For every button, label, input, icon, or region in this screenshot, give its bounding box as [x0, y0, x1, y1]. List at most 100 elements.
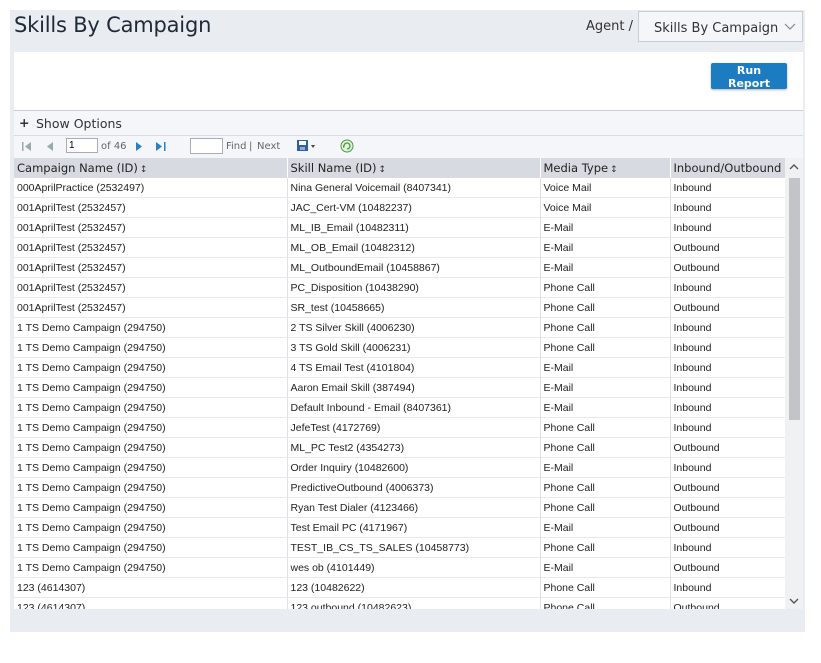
run-report-button[interactable]: Run Report [711, 63, 787, 90]
scroll-up-icon[interactable] [788, 161, 800, 173]
cell-media-type: E-Mail [540, 357, 671, 378]
column-header-skill[interactable]: Skill Name (ID) ↕ [287, 158, 541, 178]
show-options-toggle[interactable]: + Show Options [14, 111, 803, 136]
cell-media-type: E-Mail [540, 557, 671, 578]
cell-skill: 3 TS Gold Skill (4006231) [287, 337, 541, 358]
breadcrumb[interactable]: Agent / [586, 19, 633, 34]
cell-skill: Order Inquiry (10482600) [287, 457, 541, 478]
next-link[interactable]: Next [257, 141, 281, 152]
table-row[interactable]: 1 TS Demo Campaign (294750) PredictiveOut… [14, 477, 785, 498]
table-row[interactable]: 1 TS Demo Campaign (294750) 2 TS Silver S… [14, 317, 785, 338]
cell-campaign: 1 TS Demo Campaign (294750) [14, 477, 288, 498]
export-save-icon[interactable] [296, 139, 318, 153]
cell-skill: 2 TS Silver Skill (4006230) [287, 317, 541, 338]
column-header-media-type[interactable]: Media Type ↕ [540, 158, 671, 178]
cell-direction: Inbound [670, 457, 785, 478]
table-row[interactable]: 001AprilTest (2532457) SR_test (10458665)… [14, 297, 785, 318]
page-count: of 46 [101, 141, 127, 152]
cell-campaign: 001AprilTest (2532457) [14, 297, 288, 318]
cell-skill: TEST_IB_CS_TS_SALES (10458773) [287, 537, 541, 558]
cell-media-type: Phone Call [540, 577, 671, 598]
report-table-container: Campaign Name (ID) ↕ Skill Name (ID) ↕ Med… [14, 158, 785, 609]
cell-direction: Outbound [670, 557, 785, 578]
table-row[interactable]: 001AprilTest (2532457) ML_IB_Email (10482… [14, 217, 785, 238]
cell-skill: PC_Disposition (10438290) [287, 277, 541, 298]
table-row[interactable]: 1 TS Demo Campaign (294750) JefeTest (417… [14, 417, 785, 438]
cell-media-type: E-Mail [540, 397, 671, 418]
cell-campaign: 1 TS Demo Campaign (294750) [14, 377, 288, 398]
cell-direction: Inbound [670, 277, 785, 298]
table-row[interactable]: 1 TS Demo Campaign (294750) 4 TS Email Te… [14, 357, 785, 378]
report-toolbar: of 46 Find | Next [14, 136, 803, 158]
cell-skill: ML_PC Test2 (4354273) [287, 437, 541, 458]
cell-direction: Inbound [670, 217, 785, 238]
scroll-down-icon[interactable] [788, 595, 800, 607]
scrollbar-thumb[interactable] [789, 178, 800, 420]
find-link[interactable]: Find [226, 141, 247, 152]
table-row[interactable]: 1 TS Demo Campaign (294750) wes ob (41014… [14, 557, 785, 578]
cell-direction: Outbound [670, 597, 785, 609]
next-page-icon[interactable] [136, 142, 143, 151]
cell-media-type: Voice Mail [540, 197, 671, 218]
sort-icon: ↕ [783, 165, 785, 175]
refresh-icon[interactable] [340, 139, 354, 153]
cell-campaign: 1 TS Demo Campaign (294750) [14, 557, 288, 578]
table-row[interactable]: 001AprilTest (2532457) ML_OB_Email (10482… [14, 237, 785, 258]
cell-direction: Outbound [670, 437, 785, 458]
cell-campaign: 1 TS Demo Campaign (294750) [14, 397, 288, 418]
table-row[interactable]: 1 TS Demo Campaign (294750) Aaron Email S… [14, 377, 785, 398]
table-row[interactable]: 1 TS Demo Campaign (294750) 3 TS Gold Ski… [14, 337, 785, 358]
table-row[interactable]: 123 (4614307) 123 outbound (10482623) Phon… [14, 597, 785, 609]
table-row[interactable]: 1 TS Demo Campaign (294750) TEST_IB_CS_TS… [14, 537, 785, 558]
sort-icon: ↕ [378, 165, 387, 175]
cell-direction: Inbound [670, 178, 785, 198]
show-options-label: Show Options [36, 116, 122, 131]
cell-media-type: E-Mail [540, 457, 671, 478]
cell-campaign: 1 TS Demo Campaign (294750) [14, 517, 288, 538]
table-row[interactable]: 1 TS Demo Campaign (294750) Default Inbou… [14, 397, 785, 418]
cell-media-type: E-Mail [540, 217, 671, 238]
cell-direction: Outbound [670, 477, 785, 498]
page-number-input[interactable] [66, 138, 98, 153]
expand-plus-icon: + [19, 115, 30, 130]
cell-campaign: 001AprilTest (2532457) [14, 257, 288, 278]
cell-campaign: 001AprilTest (2532457) [14, 217, 288, 238]
cell-media-type: Phone Call [540, 337, 671, 358]
table-row[interactable]: 001AprilTest (2532457) PC_Disposition (10… [14, 277, 785, 298]
cell-skill: wes ob (4101449) [287, 557, 541, 578]
cell-campaign: 001AprilTest (2532457) [14, 237, 288, 258]
find-input[interactable] [190, 138, 223, 154]
table-row[interactable]: 1 TS Demo Campaign (294750) Ryan Test Dia… [14, 497, 785, 518]
cell-media-type: Phone Call [540, 277, 671, 298]
table-row[interactable]: 1 TS Demo Campaign (294750) Order Inquiry… [14, 457, 785, 478]
previous-page-icon[interactable] [46, 142, 53, 151]
table-row[interactable]: 123 (4614307) 123 (10482622) Phone Call Inb… [14, 577, 785, 598]
table-row[interactable]: 1 TS Demo Campaign (294750) ML_PC Test2 (… [14, 437, 785, 458]
cell-skill: 123 (10482622) [287, 577, 541, 598]
cell-skill: 4 TS Email Test (4101804) [287, 357, 541, 378]
table-row[interactable]: 000AprilPractice (2532497) Nina General V… [14, 178, 785, 198]
vertical-scrollbar[interactable] [785, 158, 803, 609]
cell-skill: ML_IB_Email (10482311) [287, 217, 541, 238]
column-header-direction[interactable]: Inbound/Outbound↕ [670, 158, 785, 178]
table-row[interactable]: 001AprilTest (2532457) ML_OutboundEmail (… [14, 257, 785, 278]
cell-skill: Test Email PC (4171967) [287, 517, 541, 538]
page-header: Skills By Campaign Agent / Skills By Cam… [10, 10, 805, 52]
cell-media-type: E-Mail [540, 237, 671, 258]
column-header-label: Inbound/Outbound [673, 161, 782, 175]
cell-media-type: Phone Call [540, 497, 671, 518]
column-header-campaign[interactable]: Campaign Name (ID) ↕ [14, 158, 288, 178]
report-select[interactable]: Skills By Campaign [638, 11, 803, 42]
first-page-icon[interactable] [22, 142, 32, 151]
cell-skill: Nina General Voicemail (8407341) [287, 178, 541, 198]
cell-direction: Inbound [670, 197, 785, 218]
table-row[interactable]: 001AprilTest (2532457) JAC_Cert-VM (10482… [14, 197, 785, 218]
last-page-icon[interactable] [156, 142, 166, 151]
cell-skill: Ryan Test Dialer (4123466) [287, 497, 541, 518]
cell-direction: Outbound [670, 497, 785, 518]
cell-media-type: Phone Call [540, 437, 671, 458]
table-header-row: Campaign Name (ID) ↕ Skill Name (ID) ↕ Med… [14, 158, 785, 178]
cell-media-type: Phone Call [540, 597, 671, 609]
cell-direction: Inbound [670, 317, 785, 338]
table-row[interactable]: 1 TS Demo Campaign (294750) Test Email PC… [14, 517, 785, 538]
